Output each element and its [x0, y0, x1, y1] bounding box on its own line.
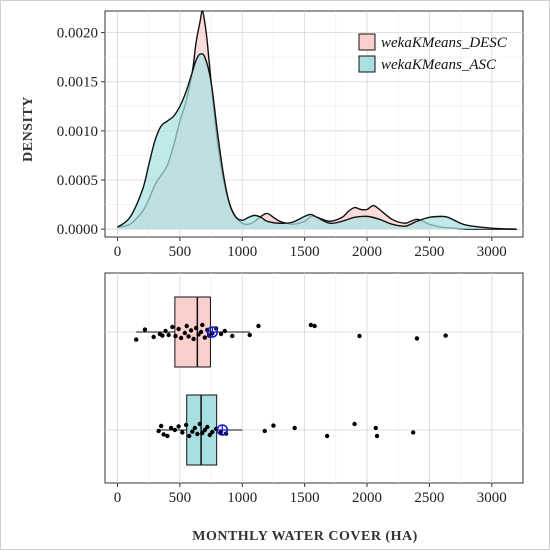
box-point	[188, 328, 194, 333]
box-x-tick-label: 2000	[352, 490, 382, 506]
density-x-tick-label: 1500	[290, 244, 320, 260]
density-x-tick-label: 2500	[414, 244, 444, 260]
box-point	[198, 329, 204, 335]
box-point	[178, 335, 184, 341]
box-point	[165, 433, 170, 439]
box-point	[200, 322, 205, 328]
legend: wekaKMeans_DESC wekaKMeans_ASC	[358, 33, 508, 73]
box-point	[352, 421, 357, 427]
box-point	[207, 432, 213, 438]
box-point	[183, 422, 189, 428]
density-x-tick-label: 2000	[352, 244, 382, 260]
box-point	[414, 336, 420, 341]
box-point	[191, 336, 196, 342]
box-body-0	[174, 296, 211, 368]
box-point	[202, 335, 208, 340]
box-point	[172, 427, 178, 433]
box-point	[202, 427, 208, 433]
box-point	[247, 332, 252, 338]
box-point	[184, 323, 189, 329]
box-point	[262, 428, 267, 434]
box-x-tick-label: 1000	[227, 490, 257, 506]
box-point	[230, 333, 235, 339]
box-point	[193, 325, 199, 331]
box-point	[218, 331, 224, 337]
box-point	[187, 433, 192, 439]
box-point	[142, 327, 148, 332]
box-point	[210, 429, 215, 435]
x-axis-title: MONTHLY WATER COVER (HA)	[192, 529, 418, 544]
density-area-1	[117, 53, 517, 230]
y-axis-title: DENSITY	[21, 96, 36, 162]
box-point	[192, 425, 198, 431]
box-x-tick-label: 3000	[477, 490, 507, 506]
density-y-tick-label: 0.0010	[57, 124, 98, 140]
box-point	[312, 323, 317, 329]
box-point	[156, 428, 161, 434]
box-point	[292, 425, 297, 431]
legend-swatch-0	[358, 33, 376, 51]
box-point	[151, 334, 156, 340]
box-point	[195, 431, 200, 437]
box-point	[308, 322, 314, 328]
box-point	[374, 433, 380, 439]
box-x-tick-label: 500	[169, 490, 192, 506]
box-point	[200, 430, 205, 436]
box-plot-area	[104, 272, 524, 484]
box-point	[168, 425, 174, 431]
box-point	[324, 433, 330, 439]
density-line-1	[117, 53, 517, 230]
box-point	[186, 334, 191, 339]
legend-swatch-1	[358, 55, 376, 73]
density-x-tick-label: 500	[169, 244, 192, 260]
density-y-tick-label: 0.0015	[57, 75, 98, 91]
box-point	[161, 432, 166, 437]
density-panel: 0.0000 0.0005 0.0010 0.0015 0.0020 0 500 1000 15…	[57, 10, 524, 260]
box-point	[176, 424, 181, 429]
box-point	[133, 337, 139, 342]
box-x-tick-label: 0	[114, 490, 122, 506]
box-point	[443, 333, 448, 338]
box-point	[176, 326, 181, 332]
box-point	[357, 333, 362, 339]
box-point	[197, 421, 203, 427]
box-point	[222, 328, 227, 334]
legend-label-1: wekaKMeans_ASC	[381, 57, 497, 73]
box-x-tick-label: 1500	[290, 490, 320, 506]
box-point	[410, 430, 416, 435]
density-y-tick-label: 0.0005	[57, 173, 98, 189]
box-point	[373, 425, 378, 431]
box-x-tick-label: 2500	[414, 490, 444, 506]
box-point	[173, 333, 178, 339]
legend-label-0: wekaKMeans_DESC	[381, 35, 508, 51]
box-point	[182, 330, 188, 336]
density-x-tick-label: 1000	[227, 244, 257, 260]
box-point	[271, 423, 276, 428]
box-point	[158, 423, 164, 429]
box-point	[170, 324, 175, 330]
box-point	[205, 424, 210, 430]
density-x-tick-label: 3000	[477, 244, 507, 260]
box-point	[190, 429, 195, 434]
box-point	[256, 323, 261, 329]
density-y-tick-label: 0.0020	[57, 26, 98, 42]
density-x-tick-label: 0	[114, 244, 122, 260]
box-point	[166, 332, 171, 338]
density-y-tick-label: 0.0000	[57, 222, 98, 238]
box-point	[180, 430, 185, 435]
boxplot-panel: 0 500 1000 1500 2000 2500 3000	[104, 272, 524, 506]
box-point	[163, 328, 168, 334]
box-point	[160, 333, 165, 338]
